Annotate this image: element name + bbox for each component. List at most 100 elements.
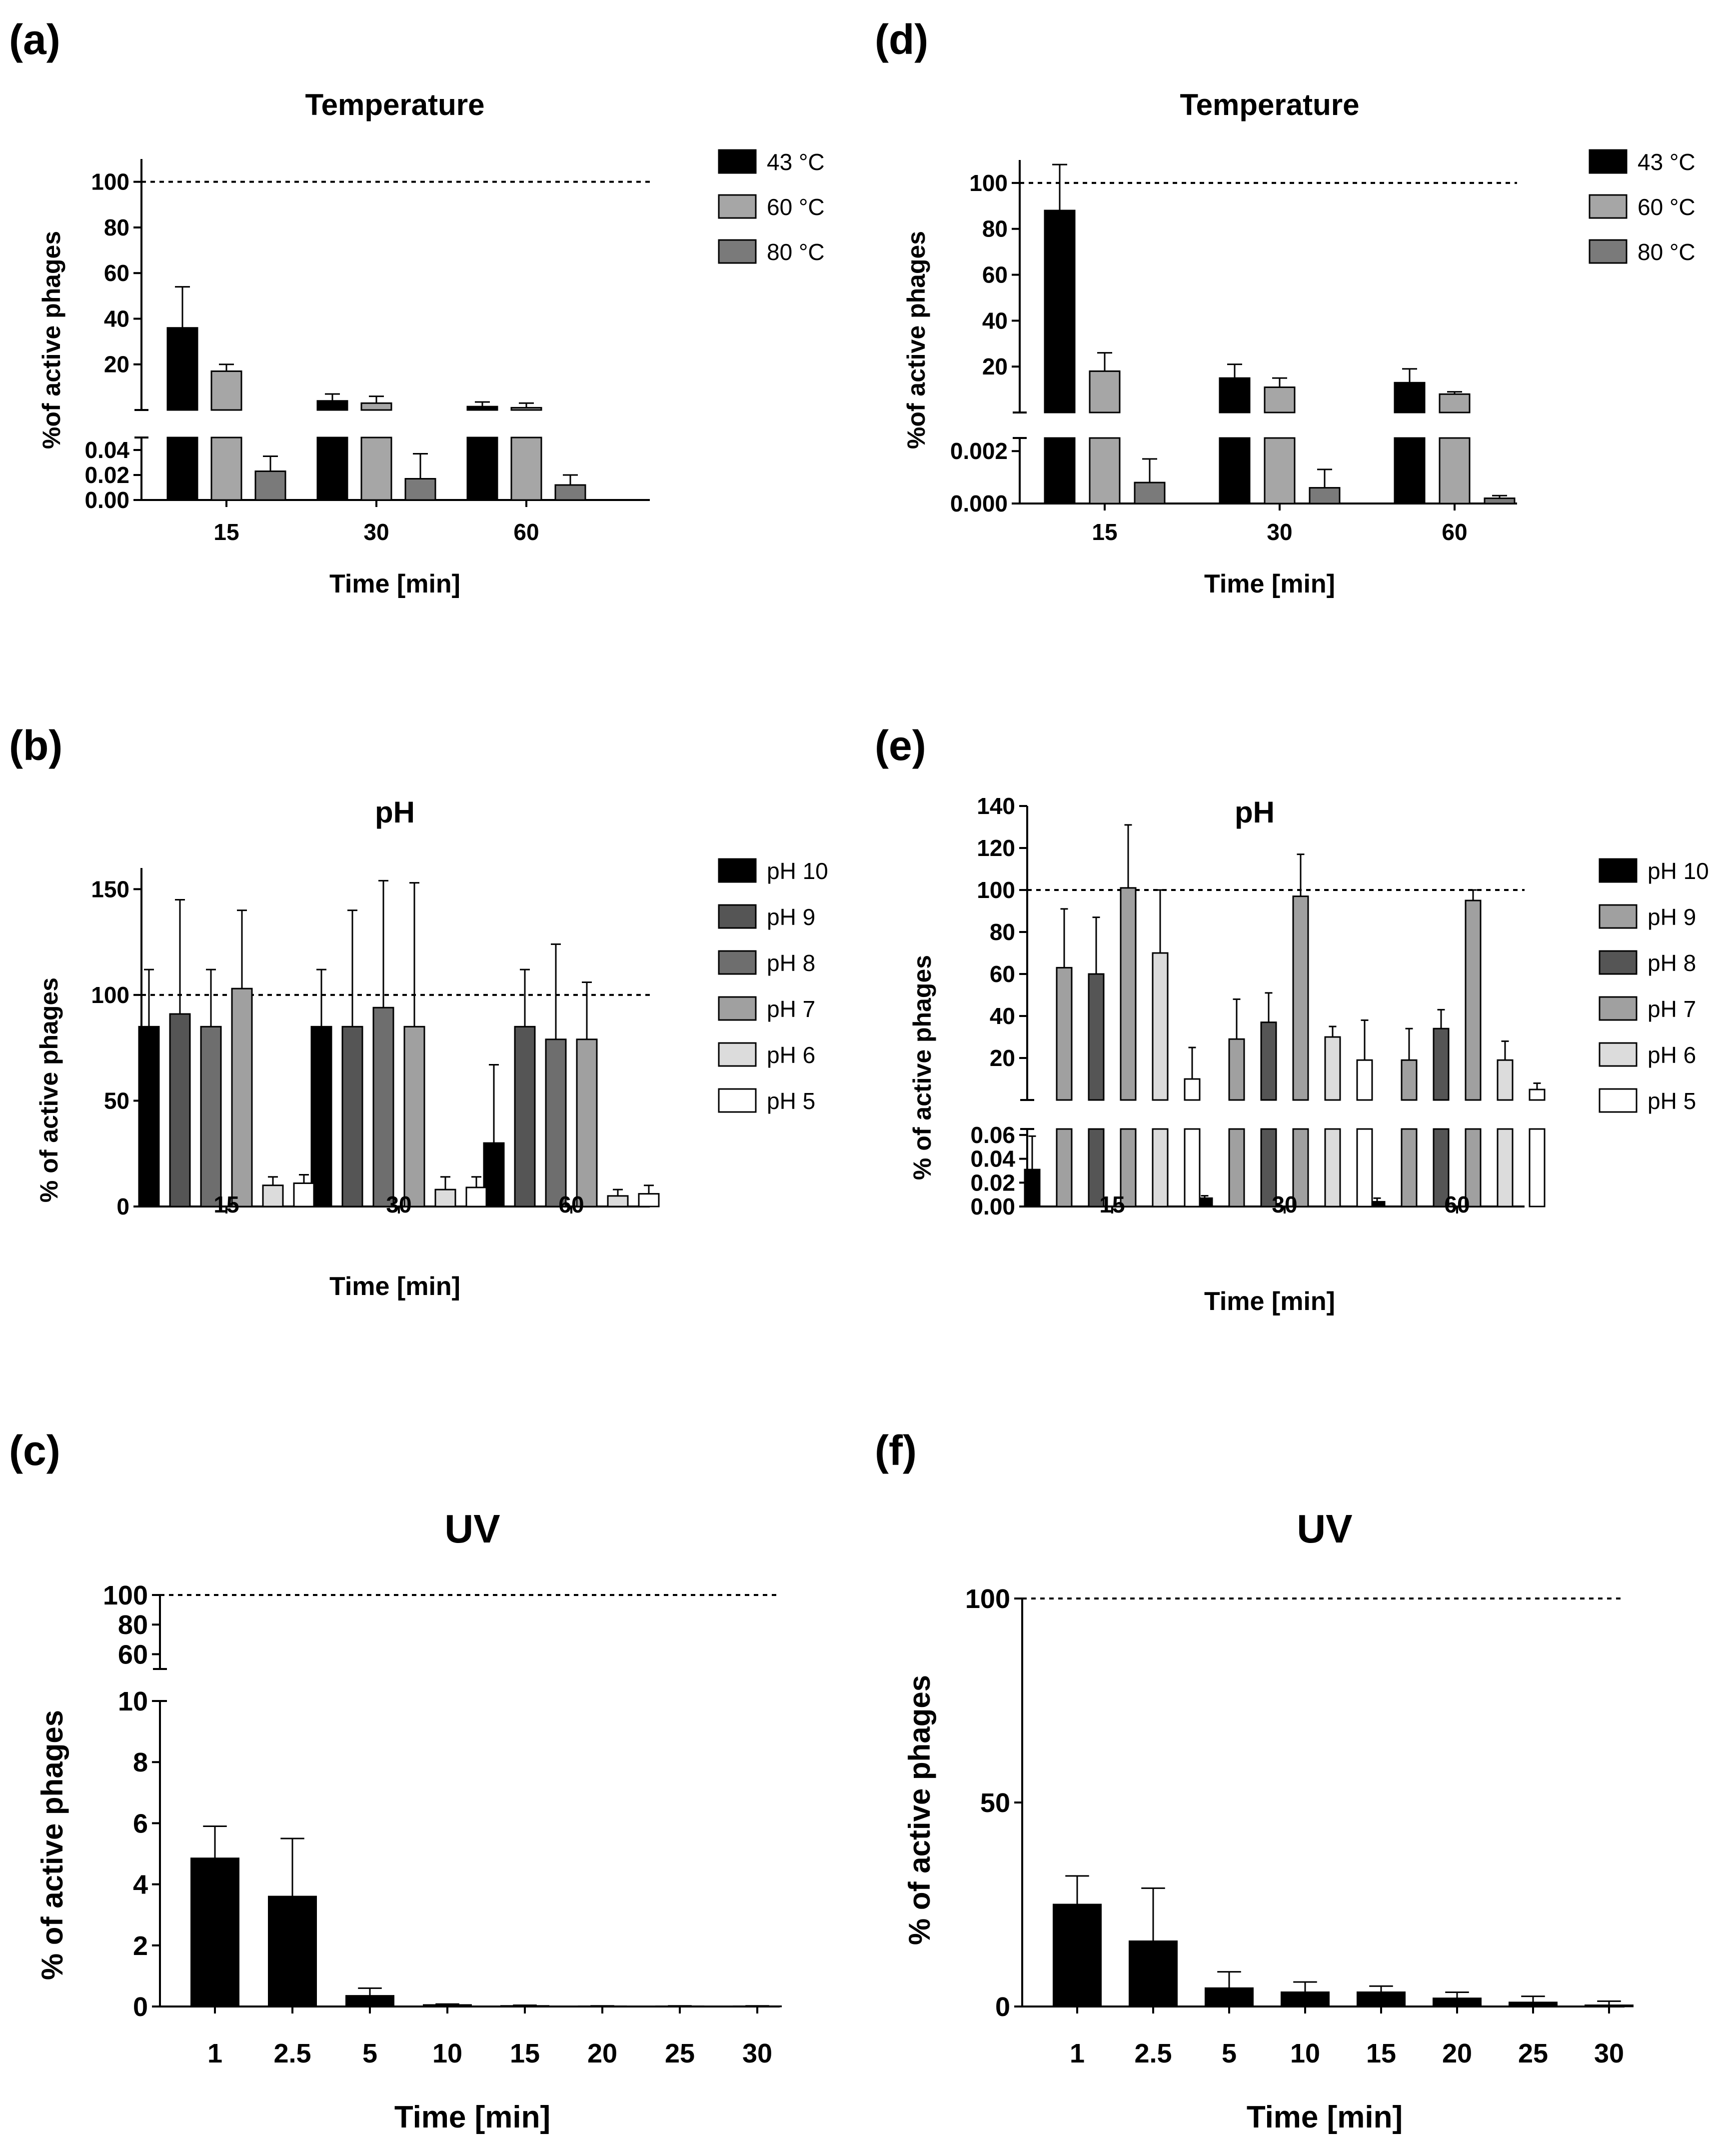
y-tick-label: 40 [982,308,1008,334]
bar [166,436,198,501]
bar [166,327,198,411]
bar [466,406,498,411]
panel-label: (e) [875,722,926,769]
x-tick-label: 15 [1099,1192,1125,1218]
legend-label: pH 10 [767,858,828,884]
y-tick-label: 150 [91,876,129,902]
legend-label: 80 °C [1638,239,1696,265]
x-tick-label: 20 [587,2038,617,2068]
bar [1152,1128,1169,1208]
y-tick-label: 0.06 [970,1122,1015,1148]
bar [210,370,242,411]
legend-label: pH 5 [1648,1088,1696,1114]
bar [403,1026,425,1208]
chart-title: pH [375,796,415,829]
y-tick-label: 80 [118,1610,148,1640]
x-tick-label: 30 [1594,2038,1624,2068]
x-tick-label: 20 [1442,2038,1472,2068]
legend-label: pH 8 [767,950,815,976]
y-axis-title: % of active phages [903,1675,936,1945]
panel-label: (f) [875,1427,917,1474]
bar [638,1193,660,1208]
y-tick-label: 40 [104,306,129,332]
bar [1281,1991,1330,2008]
legend-label: pH 5 [767,1088,815,1114]
y-tick-label: 100 [965,1584,1010,1614]
y-tick-label: 0 [133,1992,148,2022]
bar [1433,1998,1482,2008]
legend-swatch [1599,1088,1638,1113]
legend-label: 80 °C [767,239,825,265]
bar [1129,1940,1178,2008]
x-tick-label: 10 [1290,2038,1320,2068]
bar [210,436,242,501]
y-tick-label: 60 [104,260,129,286]
y-tick-label: 0 [995,1992,1010,2022]
legend: 43 °C 60 °C 80 °C [718,149,825,265]
chart-title: Temperature [305,88,484,122]
bar [1044,210,1076,414]
bar [360,402,392,411]
bar [1219,377,1251,414]
bar [607,1195,629,1208]
legend-swatch [1599,1042,1638,1067]
bar [514,1026,536,1208]
bar [1228,1128,1245,1208]
bar [316,436,348,501]
bar [1439,437,1471,504]
bar [576,1038,598,1208]
bar [360,436,392,501]
x-tick-label: 30 [386,1192,411,1218]
legend: pH 10 pH 9 pH 8 pH 7 pH 6 pH 5 [1599,858,1709,1114]
bar [1324,1036,1341,1101]
bar [1529,1088,1546,1101]
bar [1044,437,1076,504]
x-tick-label: 1 [207,2038,222,2068]
panel-label: (d) [875,16,928,63]
legend-swatch [1599,904,1638,929]
y-tick-label: 100 [91,982,129,1008]
y-tick-label: 20 [990,1045,1015,1071]
bar [1053,1904,1102,2008]
x-tick-label: 2.5 [1134,2038,1172,2068]
y-tick-label: 0.02 [970,1170,1015,1196]
y-tick-label: 40 [990,1003,1015,1029]
bar [510,436,542,501]
bar [1228,1038,1245,1101]
panel-label: (b) [9,722,62,769]
panel-label: (a) [9,16,60,63]
legend-label: pH 7 [767,996,815,1022]
bar [1529,1128,1546,1208]
bar [169,1013,191,1208]
bar [1401,1128,1418,1208]
legend-label: 60 °C [1638,194,1696,220]
bar [1356,1059,1373,1101]
bar [1401,1059,1418,1101]
legend-label: 43 °C [767,149,825,175]
y-axis-title: % of active phages [35,978,63,1202]
x-tick-label: 60 [558,1192,584,1218]
y-axis-title: %of active phages [37,231,65,449]
y-tick-label: 0.00 [970,1194,1015,1220]
x-tick-label: 25 [1518,2038,1548,2068]
x-axis-title: Time [min] [329,570,460,598]
y-tick-label: 0 [116,1194,129,1220]
bar [1292,1128,1309,1208]
x-axis-title: Time [min] [1247,2100,1403,2134]
legend-swatch [718,194,757,219]
bar [1356,1128,1373,1208]
chart-panel-a: (a) Temperature 0.000.020.04 20 40 60 80 100 15 3… [9,16,825,598]
bar [1260,1128,1277,1208]
y-tick-label: 80 [104,214,129,240]
bar [1134,482,1166,504]
y-tick-label: 140 [977,793,1015,819]
legend-swatch [1589,239,1628,264]
y-tick-label: 120 [977,835,1015,861]
y-tick-label: 100 [969,170,1008,196]
legend-swatch [718,950,757,975]
bar [1433,1028,1450,1101]
x-tick-label: 1 [1070,2038,1085,2068]
legend-label: 43 °C [1638,149,1696,175]
y-axis-title: % of active phages [35,1710,69,1980]
